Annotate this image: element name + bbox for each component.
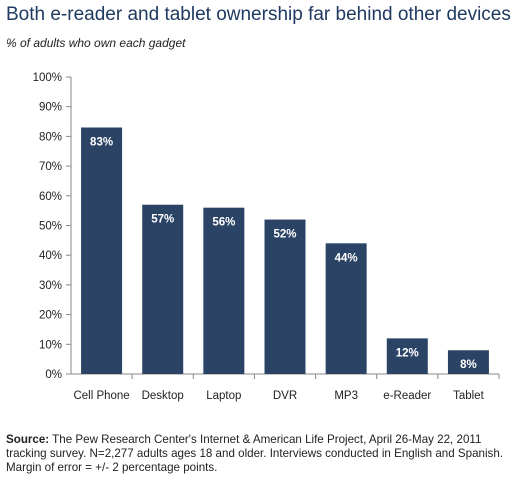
bar-value-label: 8% — [460, 359, 477, 371]
source-text: The Pew Research Center's Internet & Ame… — [6, 433, 504, 474]
bar — [81, 127, 123, 375]
x-category-label: Tablet — [453, 390, 484, 402]
y-tick-label: 100% — [33, 72, 62, 84]
bar — [264, 219, 306, 374]
x-category-label: Cell Phone — [73, 390, 129, 402]
y-tick-label: 80% — [39, 131, 62, 143]
y-tick-label: 10% — [39, 339, 62, 351]
bar-value-label: 56% — [212, 217, 235, 229]
bar-value-label: 44% — [335, 252, 358, 264]
bar-value-label: 83% — [90, 136, 113, 148]
y-tick-label: 30% — [39, 280, 62, 292]
y-tick-label: 50% — [39, 221, 62, 233]
bar — [203, 207, 245, 374]
y-tick-label: 20% — [39, 310, 62, 322]
y-tick-label: 40% — [39, 250, 62, 262]
bar-value-label: 12% — [396, 347, 419, 359]
bar-value-label: 57% — [151, 214, 174, 226]
source-label: Source: — [6, 433, 50, 446]
bar-chart: 0% 10% 20% 30% 40% 50% 60% 70% 80% 90% 100% 83% Cell… — [33, 72, 500, 402]
x-category-label: e-Reader — [383, 390, 431, 402]
bar — [447, 350, 489, 374]
x-category-label: Desktop — [142, 390, 184, 402]
x-category-label: MP3 — [334, 390, 358, 402]
x-category-label: Laptop — [206, 390, 241, 402]
y-tick-label: 0% — [45, 369, 62, 381]
chart-subtitle: % of adults who own each gadget — [6, 36, 186, 50]
y-tick-label: 60% — [39, 191, 62, 203]
y-tick-label: 70% — [39, 161, 62, 173]
bar — [142, 204, 184, 374]
x-category-label: DVR — [273, 390, 297, 402]
bar-value-label: 52% — [273, 229, 296, 241]
bar — [325, 243, 367, 374]
bar — [386, 338, 428, 374]
chart-title: Both e-reader and tablet ownership far b… — [6, 4, 511, 25]
source-note: Source: The Pew Research Center's Intern… — [6, 433, 518, 475]
y-tick-label: 90% — [39, 102, 62, 114]
